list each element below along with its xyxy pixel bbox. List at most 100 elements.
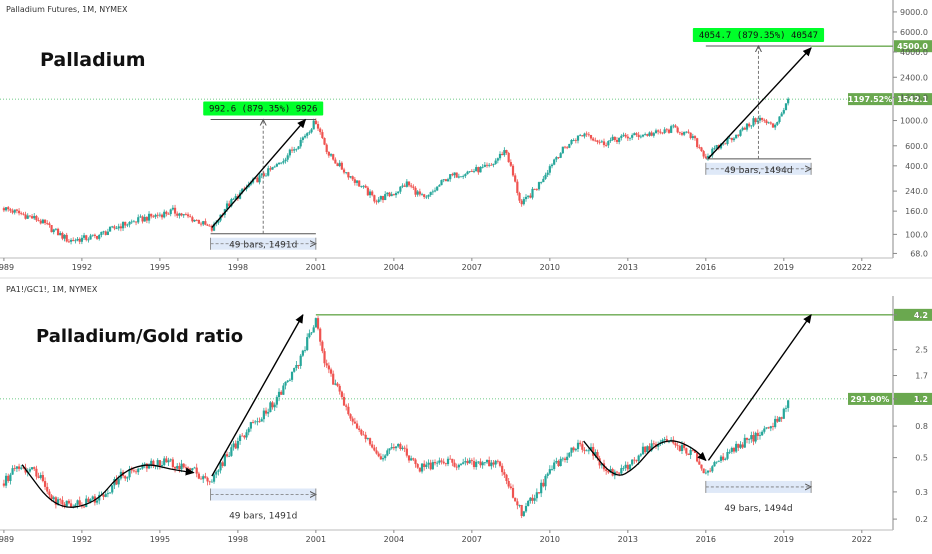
candle <box>574 138 577 144</box>
candle <box>104 491 107 498</box>
candle <box>546 169 549 177</box>
candle <box>236 437 239 451</box>
x-tick-label: 2004 <box>384 535 404 544</box>
candle <box>425 195 428 200</box>
candle <box>286 153 289 163</box>
candle <box>284 157 287 164</box>
candle <box>743 126 746 130</box>
candle <box>299 137 302 149</box>
candle <box>594 449 597 459</box>
candle <box>745 122 749 132</box>
measure-label: 4054.7 (879.35%) 40547 <box>699 31 818 41</box>
candle <box>722 452 725 462</box>
candle <box>719 454 723 464</box>
candle <box>264 407 268 416</box>
candle <box>555 156 558 163</box>
candle <box>199 221 203 227</box>
candle <box>431 189 434 196</box>
candle <box>167 457 170 466</box>
candle <box>340 161 343 171</box>
candle <box>137 214 140 224</box>
candle <box>108 492 112 494</box>
candle <box>130 466 133 474</box>
candle <box>225 451 229 458</box>
candle <box>377 451 380 458</box>
y-tick-label: 0.2 <box>915 515 928 524</box>
y-tick-label: 600.0 <box>905 142 928 151</box>
candle <box>48 489 51 500</box>
candle <box>358 425 361 433</box>
candle <box>706 470 710 476</box>
candle <box>602 138 606 148</box>
x-tick-label: 2007 <box>462 535 482 544</box>
candle <box>273 165 276 168</box>
candle <box>644 446 647 454</box>
candle <box>704 153 707 159</box>
candle <box>685 131 688 134</box>
candle <box>50 225 53 233</box>
candle <box>43 477 47 490</box>
candle <box>410 455 413 461</box>
candle <box>503 147 506 157</box>
candle <box>442 179 445 183</box>
candle <box>687 129 690 134</box>
symbol-label: Palladium Futures, 1M, NYMEX <box>6 5 128 14</box>
candle <box>485 459 489 464</box>
candle <box>293 146 296 154</box>
candle <box>137 467 140 475</box>
candle <box>711 465 714 473</box>
x-tick-label: 1998 <box>228 263 248 272</box>
candle <box>622 465 625 471</box>
candle <box>548 465 551 475</box>
candle <box>26 213 29 220</box>
candle <box>639 453 642 458</box>
candle <box>386 192 389 197</box>
candle <box>585 131 588 138</box>
candle <box>522 196 525 206</box>
candle <box>373 444 376 452</box>
candle <box>121 221 125 231</box>
candle <box>171 457 174 470</box>
candle <box>514 173 517 183</box>
candle <box>297 364 300 370</box>
candle <box>433 459 437 466</box>
trend-arrow <box>211 313 304 477</box>
candle <box>2 206 5 213</box>
candle <box>178 212 181 219</box>
candle <box>384 454 387 461</box>
candle <box>82 232 86 240</box>
candle <box>412 184 415 191</box>
candle <box>89 233 92 240</box>
candle <box>507 151 510 163</box>
candle <box>37 217 40 222</box>
candle <box>93 233 96 239</box>
trend-arrow <box>211 118 307 228</box>
candle <box>210 479 213 483</box>
candle <box>128 465 131 481</box>
measure-tool <box>705 480 811 493</box>
candle <box>373 194 376 204</box>
candle <box>598 139 601 145</box>
candle <box>308 329 311 339</box>
candle <box>618 137 621 145</box>
candle <box>475 164 478 172</box>
candle <box>780 416 783 422</box>
candle <box>35 214 38 223</box>
candle <box>501 151 504 156</box>
candle <box>41 471 44 483</box>
x-tick-label: 1989 <box>0 535 14 544</box>
candle <box>449 174 452 182</box>
candle <box>637 131 640 140</box>
candle <box>401 445 404 451</box>
y-tick-label: 4000.0 <box>900 48 928 57</box>
x-tick-label: 2010 <box>540 263 560 272</box>
candle <box>572 138 575 142</box>
candle <box>728 136 731 139</box>
candle <box>407 181 411 188</box>
candle <box>475 459 478 470</box>
candle <box>102 230 105 235</box>
candle <box>243 434 246 440</box>
candle <box>85 495 88 508</box>
candle <box>787 399 790 412</box>
candle <box>11 208 14 215</box>
